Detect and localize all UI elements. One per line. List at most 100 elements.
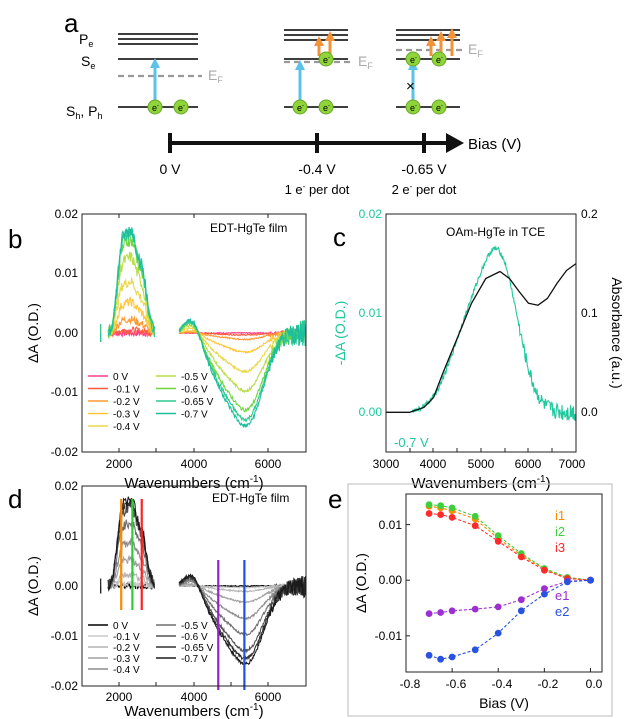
bias-tick-note: 2 e- per dot xyxy=(392,182,457,197)
legend-label: -0.1 V xyxy=(113,632,140,643)
y-axis-label: ΔA (O.D.) xyxy=(353,553,369,613)
legend-label: -0.7 V xyxy=(181,410,208,421)
legend-label: -0.4 V xyxy=(113,422,140,433)
fermi-label: EF xyxy=(208,67,223,85)
electron: e- xyxy=(323,55,330,65)
x-tick-label: 7000 xyxy=(559,457,586,471)
panel-d-axes: 0.02 0.01 0.00 -0.01 -0.02 2000 4000 600… xyxy=(25,479,282,719)
panel-b-annotation: EDT-HgTe film xyxy=(210,221,287,235)
x-axis-label: Wavenumbers (cm-1) xyxy=(124,702,263,719)
y-tick-label: -0.01 xyxy=(51,385,79,399)
bias-axis-label: Bias (V) xyxy=(468,136,521,153)
data-point xyxy=(494,629,502,637)
electron: e- xyxy=(436,55,443,65)
x-tick-label: 4000 xyxy=(420,457,447,471)
x-axis-label: Wavenumbers (cm-1) xyxy=(411,474,550,492)
data-point xyxy=(425,651,433,659)
data-point xyxy=(448,653,456,661)
data-point xyxy=(425,510,433,517)
y-tick-label: 0.02 xyxy=(55,479,79,493)
panel-c: c OAm-HgTe in TCE -0.7 V 0.02 0.01 0.00 … xyxy=(332,207,624,492)
legend-label: 0 V xyxy=(113,621,128,632)
data-point xyxy=(437,511,444,518)
data-point xyxy=(425,501,433,508)
panel-d-legend: 0 V-0.1 V-0.2 V-0.3 V-0.4 V-0.5 V-0.6 V-… xyxy=(88,621,214,676)
data-point xyxy=(425,610,433,617)
x-tick-label: 6000 xyxy=(255,690,282,704)
panel-e-frame xyxy=(405,493,603,673)
x-tick-label: 2000 xyxy=(106,457,133,471)
panel-d-label: d xyxy=(8,484,22,514)
data-point xyxy=(437,502,444,510)
panel-a-label: a xyxy=(64,8,79,38)
y-tick-label: -0.02 xyxy=(51,445,79,459)
data-point xyxy=(471,522,479,530)
x-tick-label: 0.0 xyxy=(586,677,603,691)
data-point xyxy=(517,596,525,604)
y-tick-label: 0.01 xyxy=(379,518,403,532)
fermi-label: EF xyxy=(358,53,373,71)
legend-label: -0.2 V xyxy=(113,643,140,654)
panel-b-label: b xyxy=(8,224,22,254)
panel-d: d EDT-HgTe film 0.02 0.01 0.00 -0.01 -0.… xyxy=(8,479,307,719)
series-label: i3 xyxy=(555,540,565,555)
y-tick-label: -0.01 xyxy=(51,629,79,643)
electron: e- xyxy=(436,103,443,113)
y-right-axis-label: Absorbance (a.u.) xyxy=(609,277,624,388)
data-point xyxy=(587,576,594,584)
electron: e- xyxy=(410,103,417,113)
panel-b: b EDT-HgTe film 0.02 0.01 0.00 -0.01 -0.… xyxy=(8,207,307,492)
blocked-transition-mark: × xyxy=(406,78,415,95)
data-point xyxy=(494,537,502,545)
panel-e-axes: 0.01 0.00 -0.01 -0.8 -0.6 -0.4 -0.2 0.0 … xyxy=(353,518,603,711)
bias-tick-label: -0.65 V xyxy=(401,161,447,177)
panel-a: a Pe Se Sh, Ph e- e- EF xyxy=(64,8,521,197)
legend-label: -0.3 V xyxy=(113,410,140,421)
x-tick-label: -0.2 xyxy=(538,677,559,691)
data-point xyxy=(471,512,479,520)
y-tick-label: 0.02 xyxy=(55,207,79,221)
data-point xyxy=(448,607,456,615)
series-label: e1 xyxy=(555,588,569,603)
legend-label: -0.2 V xyxy=(113,397,140,408)
series-label: i1 xyxy=(555,508,565,523)
panel-b-legend: 0 V-0.1 V-0.2 V-0.3 V-0.4 V-0.5 V-0.6 V-… xyxy=(88,372,214,433)
y-right-tick-label: 0.1 xyxy=(581,306,598,320)
panel-e-points xyxy=(405,501,594,672)
sh-ph-label: Sh, Ph xyxy=(66,103,103,121)
panel-d-markers xyxy=(118,499,269,690)
legend-label: 0 V xyxy=(113,372,128,383)
y-left-axis-label: -ΔA (O.D.) xyxy=(332,301,348,366)
level-diagram-0v: e- e- EF xyxy=(118,33,223,115)
fit-line xyxy=(429,579,591,615)
x-tick-label: 2000 xyxy=(106,690,133,704)
electron: e- xyxy=(410,55,417,65)
electron: e- xyxy=(178,103,185,113)
y-right-tick-label: 0.0 xyxy=(581,405,598,419)
y-tick-label: 0.01 xyxy=(55,266,79,280)
y-axis-label: ΔA (O.D.) xyxy=(25,556,41,616)
fit-line xyxy=(429,505,591,581)
y-tick-label: 0.00 xyxy=(55,326,79,340)
x-tick-label: 3000 xyxy=(373,457,400,471)
x-tick-label: 4000 xyxy=(181,457,208,471)
y-left-tick-label: 0.00 xyxy=(359,405,383,419)
data-point xyxy=(564,578,571,586)
x-axis-label: Bias (V) xyxy=(479,695,529,711)
panel-d-frame xyxy=(81,485,307,687)
panel-c-annotation: OAm-HgTe in TCE xyxy=(446,225,545,239)
spectrum-line xyxy=(107,226,156,336)
electron: e- xyxy=(323,103,330,113)
y-tick-label: 0.01 xyxy=(55,529,79,543)
panel-b-curves xyxy=(100,226,307,429)
x-tick-label: 6000 xyxy=(515,457,542,471)
y-right-tick-label: 0.2 xyxy=(581,207,598,221)
x-axis-label: Wavenumbers (cm-1) xyxy=(124,474,263,492)
series-label: i2 xyxy=(555,524,565,539)
x-tick-label: -0.6 xyxy=(446,677,467,691)
data-point xyxy=(448,514,456,521)
spectrum-line xyxy=(107,277,155,335)
panel-c-label: c xyxy=(333,222,346,252)
